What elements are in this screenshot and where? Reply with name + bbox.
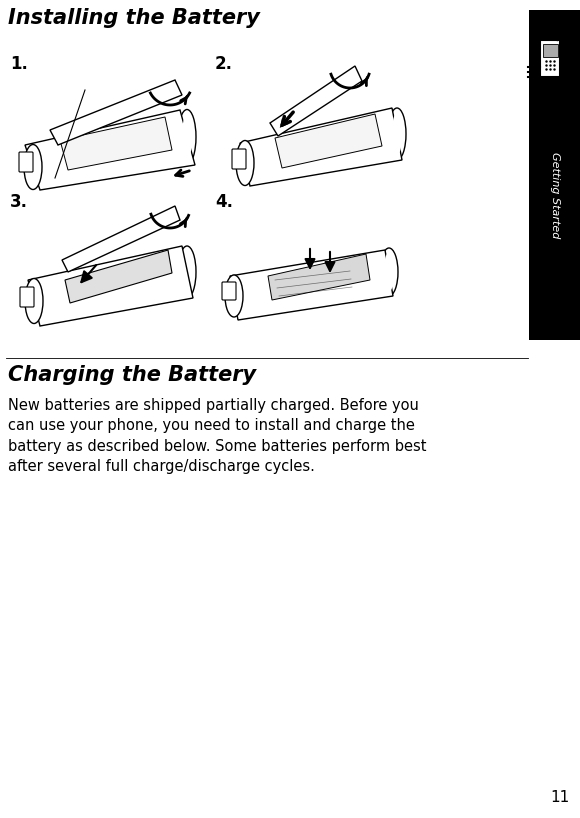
Text: 2.: 2.: [215, 55, 233, 73]
Text: Charging the Battery: Charging the Battery: [8, 365, 256, 385]
Ellipse shape: [380, 248, 398, 296]
Ellipse shape: [384, 252, 394, 292]
Text: 1.: 1.: [10, 55, 28, 73]
Text: Getting Started: Getting Started: [550, 152, 560, 238]
Polygon shape: [268, 254, 370, 300]
FancyBboxPatch shape: [232, 149, 246, 169]
Ellipse shape: [392, 113, 402, 155]
Polygon shape: [28, 246, 193, 326]
Ellipse shape: [388, 108, 406, 160]
Ellipse shape: [228, 278, 240, 313]
Text: 11: 11: [551, 790, 570, 805]
Polygon shape: [240, 108, 402, 186]
FancyBboxPatch shape: [20, 287, 34, 307]
Ellipse shape: [24, 145, 42, 190]
Polygon shape: [62, 206, 180, 272]
Ellipse shape: [27, 148, 39, 186]
Ellipse shape: [236, 141, 254, 186]
Ellipse shape: [182, 114, 192, 160]
Text: Installing the Battery: Installing the Battery: [8, 8, 260, 28]
Text: 4.: 4.: [215, 193, 233, 211]
Polygon shape: [65, 250, 172, 303]
Ellipse shape: [178, 246, 196, 298]
FancyBboxPatch shape: [542, 43, 557, 56]
Text: 3.: 3.: [10, 193, 28, 211]
FancyBboxPatch shape: [222, 282, 236, 300]
FancyBboxPatch shape: [19, 152, 33, 172]
Ellipse shape: [25, 278, 43, 323]
Polygon shape: [270, 66, 362, 136]
Polygon shape: [275, 114, 382, 168]
Ellipse shape: [239, 144, 251, 182]
Polygon shape: [540, 40, 560, 77]
Polygon shape: [230, 250, 393, 320]
Polygon shape: [25, 110, 195, 190]
Ellipse shape: [225, 275, 243, 317]
Polygon shape: [50, 80, 182, 145]
Ellipse shape: [28, 282, 40, 320]
Bar: [529, 10, 580, 340]
Text: New batteries are shipped partially charged. Before you
can use your phone, you : New batteries are shipped partially char…: [8, 398, 426, 474]
Polygon shape: [60, 117, 172, 170]
Ellipse shape: [178, 110, 196, 164]
